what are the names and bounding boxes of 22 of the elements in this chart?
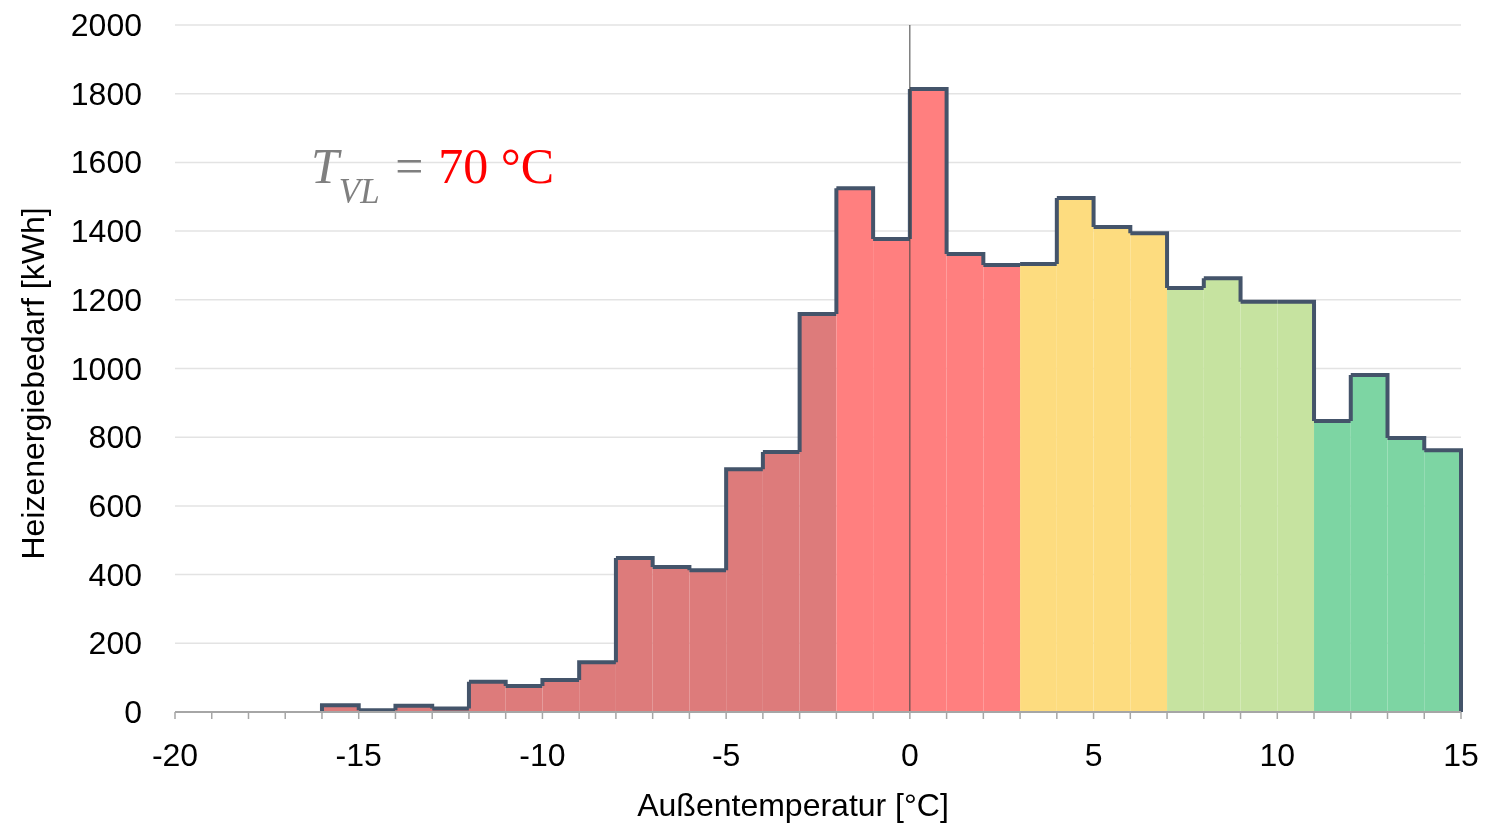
x-tick-label: -15: [335, 737, 382, 773]
x-tick-label: 0: [900, 737, 919, 773]
y-tick-label: 1200: [70, 281, 142, 318]
y-tick-label: 1800: [70, 75, 142, 112]
y-tick-label: 800: [88, 419, 142, 456]
y-axis-title: Heizenergiebedarf [kWh]: [15, 207, 51, 560]
x-tick-label: -10: [519, 737, 566, 773]
annotation: T$_{VL}$ = 70 °C: [310, 138, 555, 211]
x-axis-title: Außentemperatur [°C]: [637, 787, 949, 823]
y-tick-label: 1000: [70, 350, 142, 387]
y-tick-label: 1600: [70, 144, 142, 181]
x-tick-label: 5: [1084, 737, 1103, 773]
x-tick-label: -20: [151, 737, 199, 773]
y-tick-label: 200: [88, 625, 142, 662]
y-tick-label: 2000: [70, 7, 142, 43]
y-tick-label: 600: [88, 487, 142, 524]
x-tick-label: -5: [711, 737, 741, 773]
x-tick-label: 15: [1443, 737, 1479, 773]
x-tick-label: 10: [1259, 737, 1296, 773]
y-tick-label: 400: [88, 556, 142, 593]
y-tick-label: 0: [124, 694, 142, 730]
y-tick-label: 1400: [70, 213, 142, 250]
